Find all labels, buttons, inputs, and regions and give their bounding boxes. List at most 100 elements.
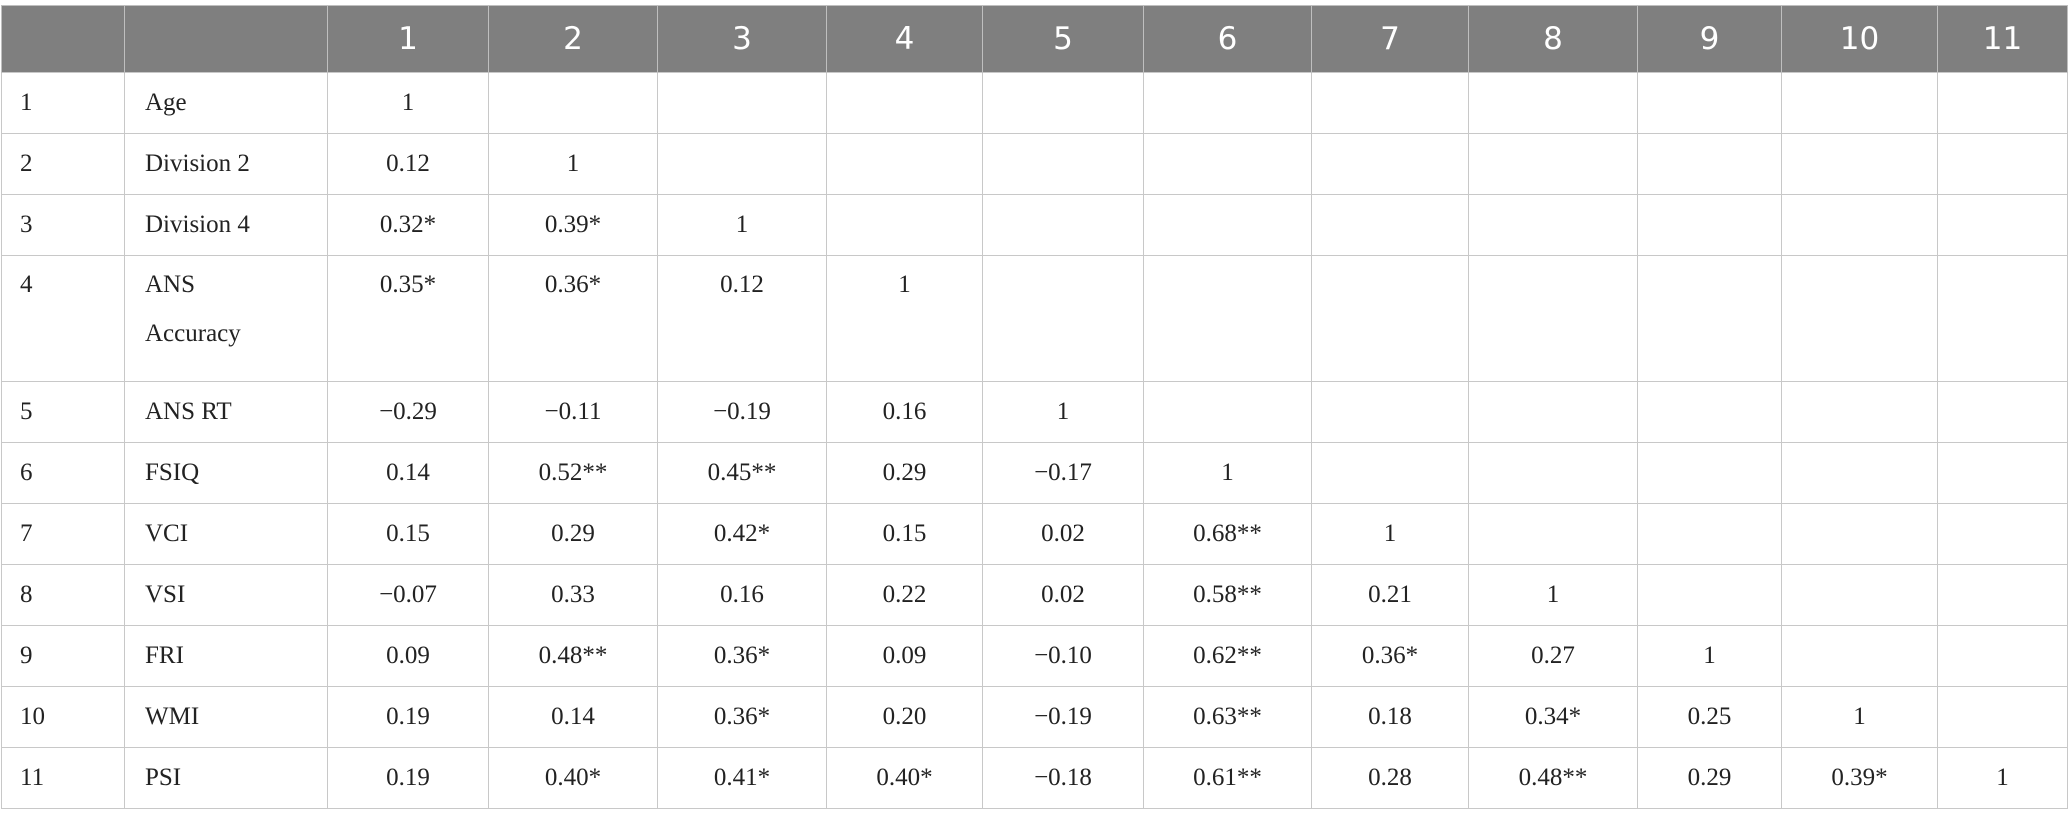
column-header: 9 (1637, 5, 1782, 73)
correlation-cell (1311, 442, 1469, 504)
correlation-cell (1468, 72, 1638, 134)
correlation-cell: 0.29 (488, 503, 658, 565)
column-header: 2 (488, 5, 658, 73)
row-index: 7 (1, 503, 125, 565)
correlation-value: 0.35* (379, 271, 437, 298)
correlation-cell (826, 133, 983, 195)
correlation-cell: 1 (1937, 747, 2068, 809)
row-label: ANS RT (124, 381, 328, 443)
correlation-cell (1937, 381, 2068, 443)
correlation-cell: −0.19 (982, 686, 1144, 748)
correlation-cell: 0.02 (982, 503, 1144, 565)
correlation-value: 1 (898, 271, 911, 298)
row-label: Division 4 (124, 194, 328, 256)
correlation-cell: 0.21 (1311, 564, 1469, 626)
correlation-cell: 0.42* (657, 503, 827, 565)
row-index: 4 (1, 255, 125, 382)
correlation-cell (1781, 564, 1938, 626)
row-label: Division 2 (124, 133, 328, 195)
correlation-cell (1468, 503, 1638, 565)
row-index: 10 (1, 686, 125, 748)
table-row: 11 PSI 0.19 0.40* 0.41* 0.40* −0.18 0.61** 0.28 0… (1, 747, 2068, 809)
correlation-cell: 0.19 (327, 686, 489, 748)
column-header (1, 5, 125, 73)
correlation-cell (1468, 442, 1638, 504)
correlation-cell (826, 194, 983, 256)
correlation-cell (1143, 72, 1312, 134)
correlation-cell: 0.02 (982, 564, 1144, 626)
column-header: 11 (1937, 5, 2068, 73)
correlation-cell (1937, 503, 2068, 565)
correlation-cell: 0.20 (826, 686, 983, 748)
correlation-cell: 0.36* (657, 686, 827, 748)
row-index: 5 (1, 381, 125, 443)
table-row: 2 Division 2 0.12 1 (1, 133, 2068, 195)
row-index: 6 (1, 442, 125, 504)
row-index: 2 (1, 133, 125, 195)
correlation-cell (1637, 564, 1782, 626)
correlation-cell: 0.12 (327, 133, 489, 195)
correlation-cell: 1 (488, 133, 658, 195)
row-label: FSIQ (124, 442, 328, 504)
correlation-cell: 0.09 (826, 625, 983, 687)
header-row: 1 2 3 4 5 6 7 8 9 10 11 (1, 5, 2068, 73)
correlation-cell: 0.48** (488, 625, 658, 687)
row-label: PSI (124, 747, 328, 809)
correlation-cell (1937, 133, 2068, 195)
column-header: 6 (1143, 5, 1312, 73)
correlation-cell (1937, 686, 2068, 748)
correlation-cell: 1 (826, 255, 983, 382)
table-row: 8 VSI −0.07 0.33 0.16 0.22 0.02 0.58** 0.21 1 (1, 564, 2068, 626)
column-header: 4 (826, 5, 983, 73)
correlation-cell: 0.16 (657, 564, 827, 626)
correlation-cell: 1 (1468, 564, 1638, 626)
row-label: Age (124, 72, 328, 134)
correlation-cell: 0.40* (488, 747, 658, 809)
correlation-cell (1143, 255, 1312, 382)
correlation-cell (982, 72, 1144, 134)
correlation-cell: 0.14 (327, 442, 489, 504)
correlation-cell (1781, 625, 1938, 687)
correlation-cell: 0.36* (488, 255, 658, 382)
correlation-cell: −0.17 (982, 442, 1144, 504)
correlation-cell: −0.18 (982, 747, 1144, 809)
correlation-cell: 1 (657, 194, 827, 256)
correlation-cell (1781, 194, 1938, 256)
correlation-cell: 0.27 (1468, 625, 1638, 687)
correlation-cell (1143, 381, 1312, 443)
correlation-cell (1468, 381, 1638, 443)
correlation-cell (657, 133, 827, 195)
correlation-cell (1781, 381, 1938, 443)
correlation-cell: 0.15 (826, 503, 983, 565)
table-row: 6 FSIQ 0.14 0.52** 0.45** 0.29 −0.17 1 (1, 442, 2068, 504)
correlation-cell (1468, 255, 1638, 382)
correlation-cell (1311, 255, 1469, 382)
correlation-cell: −0.29 (327, 381, 489, 443)
correlation-cell: 0.12 (657, 255, 827, 382)
correlation-value: 0.12 (720, 271, 764, 298)
correlation-cell: 0.39* (488, 194, 658, 256)
column-header: 5 (982, 5, 1144, 73)
correlation-cell: 0.34* (1468, 686, 1638, 748)
correlation-cell: 0.29 (826, 442, 983, 504)
row-index: 3 (1, 194, 125, 256)
correlation-cell: 0.22 (826, 564, 983, 626)
correlation-cell: 1 (1781, 686, 1938, 748)
correlation-cell: 0.15 (327, 503, 489, 565)
correlation-cell (1937, 625, 2068, 687)
correlation-cell (1781, 133, 1938, 195)
correlation-cell (982, 194, 1144, 256)
correlation-cell: −0.07 (327, 564, 489, 626)
correlation-cell (826, 72, 983, 134)
table-body: 1 Age 1 2 Division 2 0.12 1 3 Division 4 0.32* 0.3… (1, 72, 2068, 809)
correlation-cell (1637, 442, 1782, 504)
correlation-cell: 0.39* (1781, 747, 1938, 809)
column-header: 3 (657, 5, 827, 73)
correlation-cell: 0.28 (1311, 747, 1469, 809)
table-row: 1 Age 1 (1, 72, 2068, 134)
table-row: 3 Division 4 0.32* 0.39* 1 (1, 194, 2068, 256)
column-header: 8 (1468, 5, 1638, 73)
correlation-cell: 0.29 (1637, 747, 1782, 809)
correlation-cell (1937, 255, 2068, 382)
correlation-cell: 1 (327, 72, 489, 134)
